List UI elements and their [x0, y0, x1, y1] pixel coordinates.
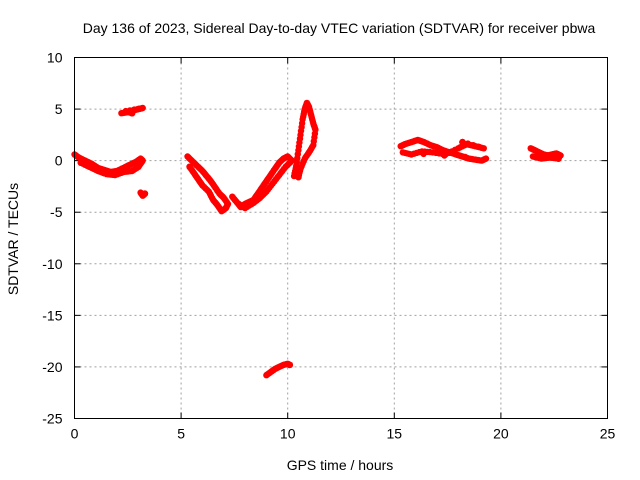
data-point — [141, 190, 149, 197]
y-tick-label: 10 — [47, 50, 63, 66]
data-point — [459, 138, 466, 146]
x-tick-label: 5 — [177, 426, 185, 442]
x-tick-label: 25 — [600, 426, 616, 442]
series-arc-2 — [118, 104, 146, 117]
data-point — [480, 145, 487, 152]
data-point — [482, 155, 490, 162]
x-tick-label: 10 — [280, 426, 296, 442]
x-tick-label: 15 — [387, 426, 403, 442]
data-points — [71, 99, 564, 379]
x-tick-label: 0 — [71, 426, 79, 442]
y-axis-label: SDTVAR / TECUs — [5, 183, 21, 295]
data-point — [470, 142, 477, 149]
series-arc-4 — [184, 153, 232, 215]
series-arc-8 — [397, 136, 490, 164]
data-point — [235, 200, 242, 208]
y-tick-label: -5 — [50, 204, 63, 220]
y-tick-label: 5 — [55, 101, 63, 117]
data-point — [286, 361, 293, 369]
chart-title: Day 136 of 2023, Sidereal Day-to-day VTE… — [83, 20, 596, 36]
x-axis-label: GPS time / hours — [287, 457, 394, 473]
y-tick-label: -10 — [42, 256, 62, 272]
series-arc-9 — [527, 145, 564, 162]
data-point — [475, 143, 482, 150]
data-point — [295, 173, 302, 181]
data-point — [464, 140, 472, 147]
data-point — [186, 163, 193, 170]
data-point — [77, 159, 85, 166]
data-point — [555, 155, 562, 162]
y-tick-label: 0 — [55, 153, 63, 169]
y-tick-label: -25 — [42, 411, 62, 427]
grid-lines — [74, 57, 608, 419]
series-arc-6 — [290, 99, 319, 181]
series-arc-1 — [71, 151, 146, 179]
series-arc-7 — [263, 360, 293, 379]
series-arc-5 — [229, 153, 296, 212]
data-point — [462, 153, 469, 161]
x-tick-label: 20 — [493, 426, 509, 442]
y-tick-label: -20 — [42, 359, 62, 375]
series-arc-3 — [137, 189, 149, 199]
y-tick-label: -15 — [42, 307, 62, 323]
data-point — [128, 110, 136, 117]
plot-frame — [74, 57, 608, 419]
